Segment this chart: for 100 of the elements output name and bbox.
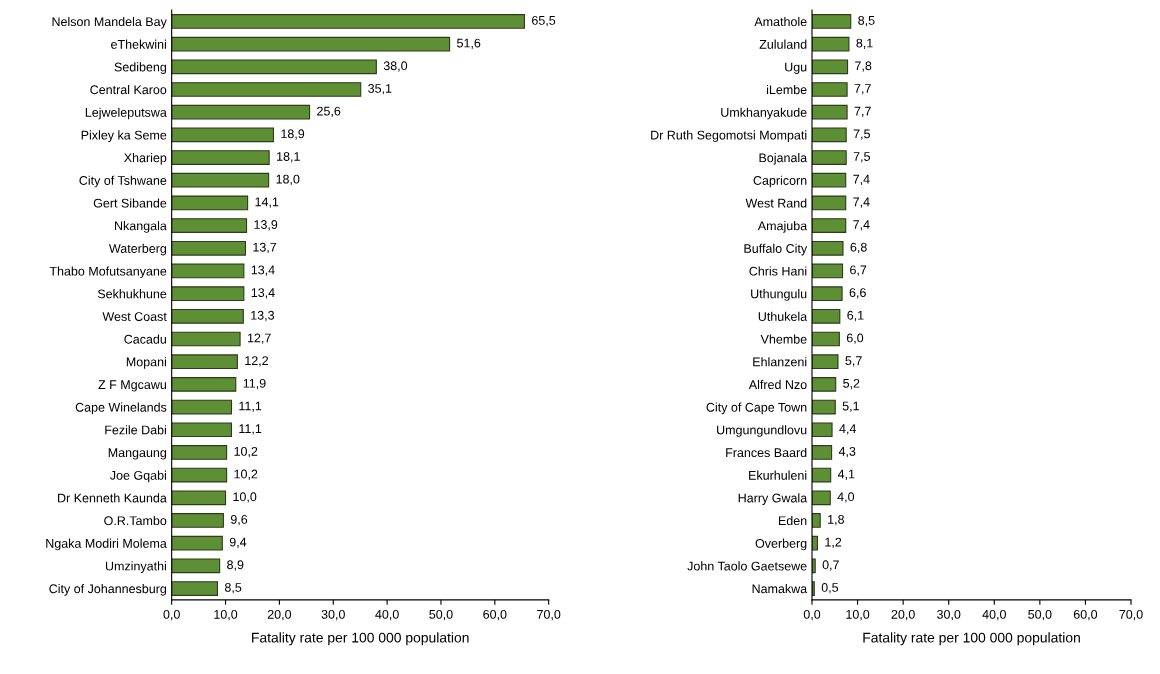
y-tick-label: Frances Baard [726, 447, 807, 458]
y-tick-label: Capricorn [753, 175, 807, 188]
y-tick-label: Central Karoo [90, 84, 167, 95]
bar [812, 308, 841, 324]
bar [171, 240, 247, 256]
data-label: 7,7 [854, 106, 871, 118]
y-tick-label: Sekhukhune [97, 289, 167, 299]
data-label: 4,3 [838, 446, 856, 458]
bar [171, 445, 228, 460]
data-label: 8,5 [858, 15, 875, 27]
bar [812, 354, 839, 370]
y-tick-label: Ehlanzeni [753, 357, 807, 367]
data-label: 14,1 [255, 197, 279, 208]
y-tick-label: Cacadu [124, 334, 166, 344]
y-tick-label: Z F Mgcawu [98, 380, 166, 392]
y-tick-label: West Coast [102, 312, 167, 321]
data-label: 10,2 [234, 446, 258, 458]
bar [812, 286, 843, 302]
data-label: 13,3 [251, 310, 275, 322]
x-tick-label: 20,0 [267, 609, 292, 621]
data-label: 5,7 [845, 356, 862, 367]
y-tick-label: Umgungundlovu [717, 425, 807, 437]
y-tick-label: Mopani [126, 357, 166, 369]
data-label: 7,4 [853, 174, 870, 186]
bar [171, 513, 224, 528]
data-label: 51,6 [457, 38, 481, 49]
bar [812, 104, 848, 120]
bar [171, 127, 275, 143]
y-tick-label: City of Johannesburg [49, 583, 167, 596]
y-tick-label: iLembe [766, 84, 807, 95]
bar [171, 331, 241, 347]
y-tick-label: Zululand [759, 39, 807, 49]
x-tick-label: 20,0 [891, 609, 915, 621]
bar [171, 467, 228, 483]
x-tick-label: 0,0 [163, 609, 180, 621]
x-tick-label: 10,0 [846, 609, 870, 621]
data-label: 13,4 [251, 288, 275, 299]
data-label: 6,6 [849, 288, 866, 299]
data-label: 10,0 [233, 492, 257, 503]
bar [171, 308, 244, 324]
data-label: 7,8 [855, 61, 872, 72]
data-label: 7,5 [853, 129, 870, 140]
bar [812, 445, 833, 460]
y-tick-label: eThekwini [111, 39, 166, 49]
bar [812, 240, 844, 256]
y-tick-label: Xhariep [124, 153, 167, 165]
y-tick-label: City of Tshwane [79, 175, 167, 188]
data-label: 4,1 [837, 469, 855, 480]
data-label: 18,9 [281, 129, 305, 140]
x-axis-title: Fatality rate per 100 000 population [863, 632, 1080, 646]
data-label: 11,1 [239, 401, 262, 412]
x-tick-label: 70,0 [1119, 609, 1143, 621]
bar [171, 59, 377, 75]
y-tick-label: Cape Winelands [75, 402, 167, 415]
y-tick-label: Ugu [785, 62, 807, 74]
bar [171, 422, 233, 438]
y-tick-label: Fezile Dabi [105, 425, 166, 435]
x-axis-title: Fatality rate per 100 000 population [252, 632, 469, 646]
x-tick-label: 70,0 [537, 609, 561, 621]
x-tick-label: 30,0 [937, 609, 961, 621]
bar [812, 513, 821, 528]
bar [812, 218, 847, 233]
y-tick-label: Umkhanyakude [721, 107, 807, 120]
y-tick-label: West Rand [745, 198, 807, 208]
y-tick-label: Nkangala [115, 221, 167, 233]
x-tick-label: 60,0 [483, 609, 507, 621]
y-tick-label: Overberg [755, 538, 807, 551]
bar [812, 331, 840, 347]
data-label: 8,9 [227, 560, 244, 571]
bar [171, 14, 525, 29]
y-tick-label: Nelson Mandela Bay [52, 16, 167, 29]
x-tick-label: 40,0 [375, 609, 399, 621]
y-tick-label: Umzinyathi [105, 561, 166, 573]
data-label: 18,0 [276, 174, 300, 186]
y-tick-label: Ngaka Modiri Molema [46, 538, 167, 551]
data-label: 7,4 [853, 197, 870, 208]
bar [171, 354, 238, 370]
y-tick-label: Ekurhuleni [749, 470, 807, 480]
bar [171, 377, 237, 392]
y-tick-label: Eden [778, 515, 807, 526]
data-label: 0,7 [822, 560, 839, 571]
bar [812, 467, 832, 483]
y-tick-label: Uthukela [758, 311, 808, 321]
y-tick-label: Harry Gwala [738, 493, 808, 505]
data-label: 10,2 [234, 469, 258, 480]
y-tick-label: John Taolo Gaetsewe [687, 561, 807, 571]
bar [171, 263, 245, 279]
bar [171, 581, 219, 596]
x-tick-label: 40,0 [982, 609, 1006, 621]
y-tick-label: Pixley ka Seme [81, 130, 167, 142]
data-label: 11,9 [243, 378, 266, 390]
data-label: 35,1 [368, 84, 392, 95]
data-label: 25,6 [317, 106, 341, 118]
y-tick-label: Dr Kenneth Kaunda [58, 493, 167, 503]
data-label: 6,0 [846, 333, 864, 344]
bar [171, 82, 362, 97]
bar [171, 150, 270, 165]
bar [812, 263, 844, 279]
data-label: 18,1 [277, 152, 300, 163]
x-tick-label: 30,0 [321, 609, 345, 621]
